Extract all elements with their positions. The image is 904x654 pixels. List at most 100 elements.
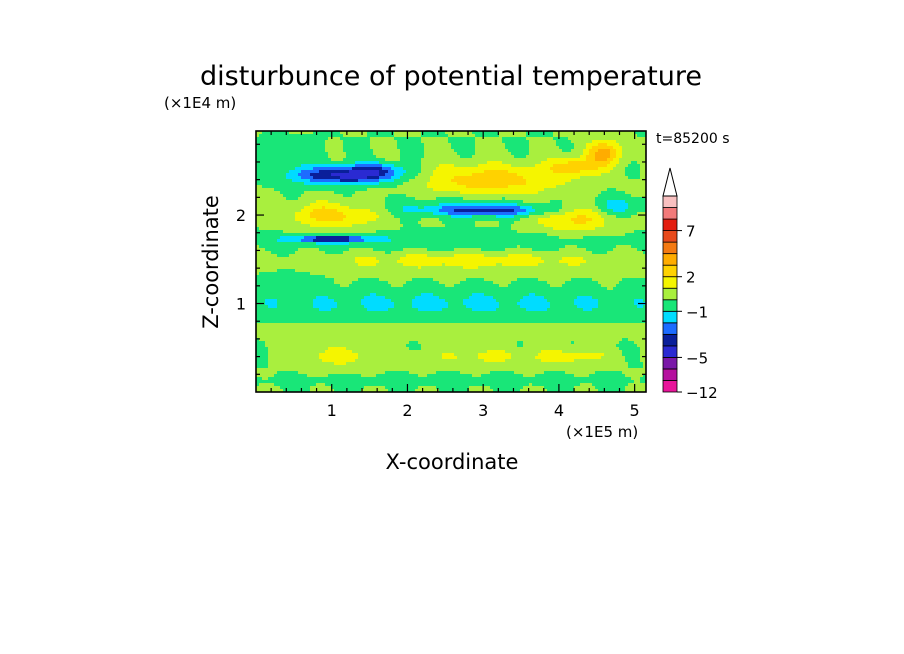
field-cell <box>511 182 515 186</box>
field-cell <box>598 149 602 153</box>
field-cell <box>547 140 551 144</box>
field-cell <box>325 218 329 222</box>
field-cell <box>484 155 488 159</box>
field-cell <box>430 227 434 231</box>
field-cell <box>400 176 404 180</box>
field-cell <box>460 182 464 186</box>
field-cell <box>271 143 275 147</box>
field-cell <box>349 152 353 156</box>
field-cell <box>514 221 518 225</box>
field-cell <box>580 164 584 168</box>
field-cell <box>352 224 356 228</box>
field-cell <box>565 242 569 246</box>
field-cell <box>640 137 644 141</box>
field-cell <box>511 167 515 171</box>
field-cell <box>610 242 614 246</box>
field-cell <box>451 173 455 177</box>
field-cell <box>547 227 551 231</box>
field-cell <box>556 143 560 147</box>
field-cell <box>268 137 272 141</box>
field-cell <box>292 164 296 168</box>
field-cell <box>436 206 440 210</box>
field-cell <box>361 173 365 177</box>
field-cell <box>631 152 635 156</box>
field-cell <box>592 134 596 138</box>
field-cell <box>304 191 308 195</box>
field-cell <box>490 188 494 192</box>
field-cell <box>568 167 572 171</box>
field-cell <box>409 170 413 174</box>
field-cell <box>406 188 410 192</box>
field-cell <box>361 149 365 153</box>
field-cell <box>391 242 395 246</box>
field-cell <box>271 239 275 243</box>
field-cell <box>547 131 551 135</box>
field-cell <box>454 215 458 219</box>
field-cell <box>325 152 329 156</box>
field-cell <box>319 203 323 207</box>
field-cell <box>292 194 296 198</box>
field-cell <box>592 164 596 168</box>
field-cell <box>607 167 611 171</box>
field-cell <box>430 200 434 204</box>
field-cell <box>358 146 362 150</box>
field-cell <box>565 158 569 162</box>
field-cell <box>622 131 626 135</box>
field-cell <box>274 212 278 216</box>
field-cell <box>367 182 371 186</box>
field-cell <box>262 155 266 159</box>
field-cell <box>406 164 410 168</box>
field-cell <box>532 185 536 189</box>
field-cell <box>499 206 503 210</box>
field-cell <box>583 176 587 180</box>
field-cell <box>631 194 635 198</box>
field-cell <box>415 191 419 195</box>
field-cell <box>307 161 311 165</box>
field-cell <box>355 185 359 189</box>
field-cell <box>640 224 644 228</box>
field-cell <box>334 239 338 243</box>
field-cell <box>460 149 464 153</box>
field-cell <box>499 182 503 186</box>
field-cell <box>478 131 482 135</box>
field-cell <box>277 230 281 234</box>
field-cell <box>604 185 608 189</box>
field-cell <box>550 203 554 207</box>
field-cell <box>604 170 608 174</box>
field-cell <box>355 176 359 180</box>
field-cell <box>391 236 395 240</box>
field-cell <box>346 143 350 147</box>
field-cell <box>568 173 572 177</box>
field-cell <box>265 137 269 141</box>
field-cell <box>283 221 287 225</box>
field-cell <box>271 227 275 231</box>
field-cell <box>307 242 311 246</box>
field-cell <box>445 215 449 219</box>
field-cell <box>490 236 494 240</box>
field-cell <box>313 200 317 204</box>
field-cell <box>310 185 314 189</box>
field-cell <box>358 185 362 189</box>
field-cell <box>583 188 587 192</box>
field-cell <box>292 155 296 159</box>
field-cell <box>616 194 620 198</box>
field-cell <box>613 152 617 156</box>
field-cell <box>403 185 407 189</box>
field-cell <box>415 206 419 210</box>
field-cell <box>487 215 491 219</box>
field-cell <box>553 179 557 183</box>
field-cell <box>364 206 368 210</box>
field-cell <box>304 221 308 225</box>
field-cell <box>544 131 548 135</box>
field-cell <box>367 209 371 213</box>
field-cell <box>457 164 461 168</box>
field-cell <box>484 197 488 201</box>
field-cell <box>565 170 569 174</box>
field-cell <box>295 242 299 246</box>
field-cell <box>532 212 536 216</box>
field-cell <box>490 197 494 201</box>
field-cell <box>271 167 275 171</box>
field-cell <box>379 146 383 150</box>
field-cell <box>346 140 350 144</box>
field-cell <box>517 224 521 228</box>
